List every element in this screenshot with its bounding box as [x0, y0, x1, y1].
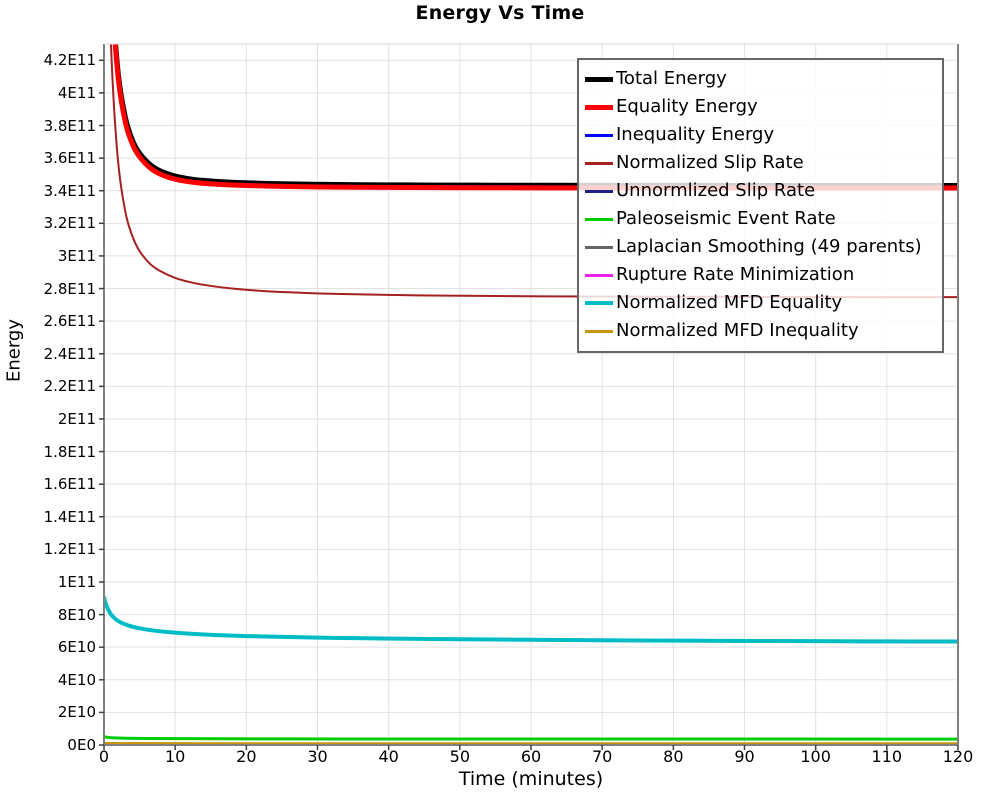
axis-frame: [99, 43, 959, 750]
y-tick-label: 4E10: [57, 670, 96, 689]
y-tick-label: 8E10: [57, 605, 96, 624]
y-tick-label: 3E11: [57, 246, 96, 265]
y-tick-label: 3.4E11: [43, 181, 96, 200]
legend-color-swatch-icon: [585, 217, 613, 221]
series-line-normalized-mfd-equality: [104, 595, 958, 644]
y-tick-label: 6E10: [57, 638, 96, 657]
legend-item[interactable]: Equality Energy: [585, 93, 936, 121]
chart-legend: Total Energy Equality Energy Inequality En…: [577, 58, 944, 353]
y-tick-label: 2.4E11: [43, 344, 96, 363]
y-tick-label: 2.6E11: [43, 312, 96, 331]
legend-color-swatch-icon: [585, 273, 613, 277]
x-tick-label: 100: [800, 747, 831, 766]
y-tick-label: 2.2E11: [43, 377, 96, 396]
x-tick-label: 50: [449, 747, 470, 766]
legend-color-swatch-icon: [585, 245, 613, 249]
legend-item[interactable]: Normalized MFD Equality: [585, 289, 936, 317]
y-tick-label: 1.8E11: [43, 442, 96, 461]
legend-item[interactable]: Unnormlized Slip Rate: [585, 177, 936, 205]
y-tick-label: 3.6E11: [43, 149, 96, 168]
y-tick-label: 1.6E11: [43, 475, 96, 494]
x-tick-label: 110: [871, 747, 903, 766]
y-tick-label: 1.2E11: [43, 540, 96, 559]
y-tick-label: 1.4E11: [43, 507, 96, 526]
legend-color-swatch-icon: [585, 133, 613, 137]
legend-item-label: Paleoseismic Event Rate: [616, 208, 836, 229]
x-tick-label: 80: [663, 747, 684, 766]
x-tick-label: 120: [942, 747, 974, 766]
legend-color-swatch-icon: [585, 189, 613, 193]
x-tick-label: 90: [734, 747, 755, 766]
legend-item[interactable]: Paleoseismic Event Rate: [585, 205, 936, 233]
legend-item[interactable]: Normalized MFD Inequality: [585, 317, 936, 345]
y-tick-label: 0E0: [67, 736, 96, 754]
legend-item[interactable]: Inequality Energy: [585, 121, 936, 149]
x-tick-label: 30: [307, 747, 328, 766]
legend-item-label: Equality Energy: [616, 96, 758, 117]
y-tick-label: 2.8E11: [43, 279, 96, 298]
legend-color-swatch-icon: [585, 329, 613, 333]
legend-color-swatch-icon: [585, 76, 613, 82]
x-tick-label: 60: [520, 747, 542, 766]
legend-item-label: Total Energy: [616, 68, 727, 89]
y-tick-label: 3.2E11: [43, 214, 96, 233]
y-tick-label: 1E11: [57, 572, 96, 591]
y-tick-label: 3.8E11: [43, 116, 96, 135]
legend-item-label: Normalized MFD Inequality: [616, 320, 859, 341]
legend-item[interactable]: Rupture Rate Minimization: [585, 261, 936, 289]
x-tick-label: 20: [236, 747, 257, 766]
legend-rows: Total Energy Equality Energy Inequality En…: [585, 65, 936, 345]
legend-item[interactable]: Laplacian Smoothing (49 parents): [585, 233, 936, 261]
x-tick-label: 0: [98, 747, 110, 766]
legend-item[interactable]: Normalized Slip Rate: [585, 149, 936, 177]
legend-item-label: Laplacian Smoothing (49 parents): [616, 236, 922, 257]
legend-color-swatch-icon: [585, 161, 613, 165]
y-tick-label: 4E11: [57, 83, 96, 102]
legend-item[interactable]: Total Energy: [585, 65, 936, 93]
legend-item-label: Rupture Rate Minimization: [616, 264, 855, 285]
x-tick-label: 10: [164, 747, 186, 766]
chart-title: Energy Vs Time: [415, 2, 585, 24]
x-tick-label: 40: [378, 747, 399, 766]
legend-item-label: Inequality Energy: [616, 124, 775, 145]
x-tick-label: 70: [591, 747, 613, 766]
x-axis-title: Time (minutes): [458, 768, 604, 790]
legend-item-label: Unnormlized Slip Rate: [616, 180, 816, 201]
legend-item-label: Normalized Slip Rate: [616, 152, 804, 173]
legend-color-swatch-icon: [585, 104, 613, 110]
y-tick-label: 4.2E11: [43, 51, 96, 70]
series-line-paleoseismic-event-rate: [104, 735, 958, 741]
y-tick-label: 2E10: [57, 703, 96, 722]
legend-item-label: Normalized MFD Equality: [616, 292, 843, 313]
y-tick-label: 2E11: [57, 409, 96, 428]
legend-color-swatch-icon: [585, 301, 613, 305]
